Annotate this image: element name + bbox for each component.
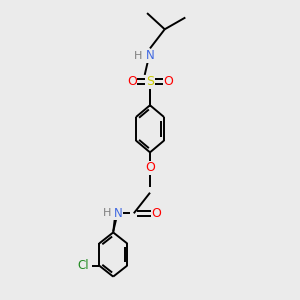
Text: O: O <box>127 75 137 88</box>
Text: H: H <box>134 51 142 61</box>
Text: N: N <box>113 207 122 220</box>
Text: O: O <box>163 75 173 88</box>
Text: O: O <box>152 207 161 220</box>
Text: Cl: Cl <box>77 259 89 272</box>
Text: N: N <box>146 49 154 62</box>
Text: H: H <box>103 208 111 218</box>
Text: S: S <box>146 75 154 88</box>
Text: O: O <box>145 161 155 174</box>
